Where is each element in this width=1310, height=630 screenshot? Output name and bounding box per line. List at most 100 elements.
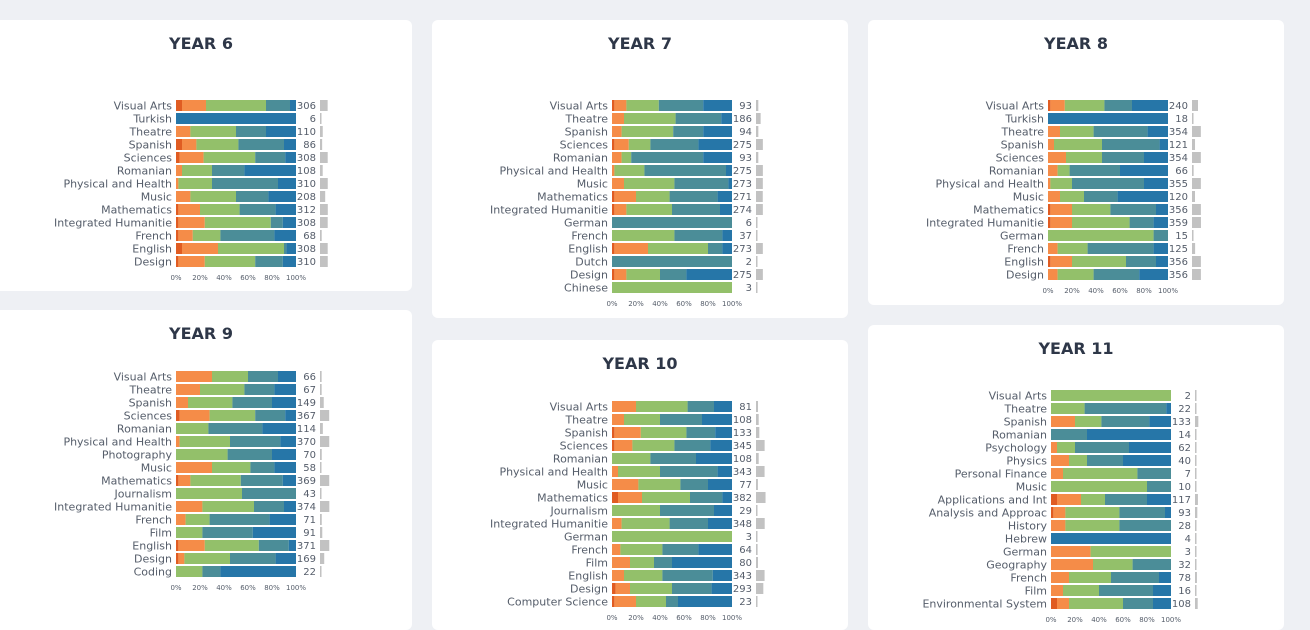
count-bar (1192, 217, 1201, 228)
bar-row: French 125 (1007, 243, 1196, 256)
count-bar (1195, 533, 1197, 544)
category-label: Music (141, 462, 172, 475)
bar-segment (240, 475, 283, 486)
axis-tick-label: 80% (700, 614, 716, 622)
axis-tick-label: 40% (1088, 287, 1104, 295)
category-label: Hebrew (1005, 533, 1047, 546)
axis-tick-label: 0% (1045, 616, 1056, 624)
bar-segment (288, 540, 296, 551)
bar-row: Turkish 6 (132, 113, 322, 126)
bar-segment (176, 514, 186, 525)
axis-tick-label: 80% (1139, 616, 1155, 624)
chart-title: YEAR 10 (602, 354, 678, 373)
bar-segment (686, 427, 716, 438)
bar-segment (270, 217, 283, 228)
count-bar (320, 553, 325, 564)
bar-row: Journalism 29 (549, 505, 758, 518)
bar-segment (1051, 494, 1057, 505)
count-label: 133 (733, 428, 752, 439)
bar-row: Theatre 110 (128, 126, 323, 139)
bar-segment (209, 514, 270, 525)
bar-segment (1064, 100, 1105, 111)
category-label: Theatre (128, 384, 172, 397)
axis-tick-label: 20% (628, 300, 644, 308)
bar-segment (1072, 217, 1130, 228)
bar-segment (674, 230, 723, 241)
bar-segment (284, 243, 287, 254)
bar-segment (178, 230, 193, 241)
bar-segment (1063, 468, 1138, 479)
count-bar (756, 256, 758, 267)
count-bar (1195, 572, 1197, 583)
bar-segment (612, 492, 618, 503)
axis-tick-label: 0% (1042, 287, 1053, 295)
bar-segment (238, 139, 284, 150)
count-label: 273 (733, 179, 752, 190)
category-label: German (564, 217, 608, 230)
count-bar (1195, 481, 1197, 492)
bar-segment (1132, 100, 1168, 111)
bar-segment (282, 256, 296, 267)
count-label: 310 (297, 179, 316, 190)
bar-segment (612, 191, 615, 202)
count-label: 108 (1172, 599, 1191, 610)
count-bar (1195, 468, 1197, 479)
category-label: Romanian (553, 453, 608, 466)
bar-row: Physical and Health 343 (499, 466, 765, 479)
axis-tick-label: 0% (170, 274, 181, 282)
bar-row: Romanian 108 (117, 165, 323, 178)
bar-segment (626, 100, 659, 111)
category-label: Coding (134, 566, 172, 579)
bar-segment (255, 256, 283, 267)
bar-row: English 308 (132, 243, 328, 256)
bar-segment (239, 204, 276, 215)
bar-segment (185, 514, 210, 525)
bar-segment (1057, 269, 1094, 280)
count-label: 64 (739, 545, 752, 556)
count-label: 18 (1175, 114, 1188, 125)
category-label: Sciences (560, 440, 609, 453)
bar-segment (192, 230, 221, 241)
bar-segment (179, 410, 210, 421)
axis-tick-label: 100% (722, 300, 742, 308)
bar-row: Spanish 133 (1004, 416, 1199, 429)
category-label: Turkish (132, 113, 172, 126)
bar-segment (612, 100, 615, 111)
count-bar (1192, 100, 1198, 111)
bar-segment (717, 191, 732, 202)
count-label: 6 (310, 114, 316, 125)
bar-segment (242, 488, 296, 499)
bar-segment (255, 410, 286, 421)
count-label: 66 (1175, 166, 1188, 177)
bar-segment (612, 165, 615, 176)
count-bar (1192, 126, 1201, 137)
count-bar (320, 384, 322, 395)
bar-segment (204, 217, 271, 228)
count-bar (756, 113, 761, 124)
bar-row: Sciences 345 (560, 440, 765, 453)
count-label: 293 (733, 584, 752, 595)
bar-segment (612, 583, 616, 594)
chart-title: YEAR 7 (608, 34, 672, 53)
bar-row: Physics 40 (1006, 455, 1197, 468)
count-label: 29 (739, 506, 752, 517)
bar-segment (179, 152, 204, 163)
count-bar (756, 570, 765, 581)
bar-segment (1139, 269, 1168, 280)
count-bar (1195, 429, 1197, 440)
count-label: 86 (303, 140, 316, 151)
bar-segment (1093, 559, 1133, 570)
bar-segment (176, 566, 203, 577)
bar-segment (202, 501, 254, 512)
bar-segment (1069, 165, 1120, 176)
category-label: French (1010, 572, 1047, 585)
count-label: 3 (1185, 547, 1191, 558)
chart-title: YEAR 8 (1044, 34, 1108, 53)
bar-segment (284, 139, 296, 150)
count-bar (1192, 243, 1196, 254)
bar-segment (208, 423, 263, 434)
category-label: Personal Finance (955, 468, 1048, 481)
bar-segment (614, 269, 627, 280)
bar-segment (614, 596, 636, 607)
